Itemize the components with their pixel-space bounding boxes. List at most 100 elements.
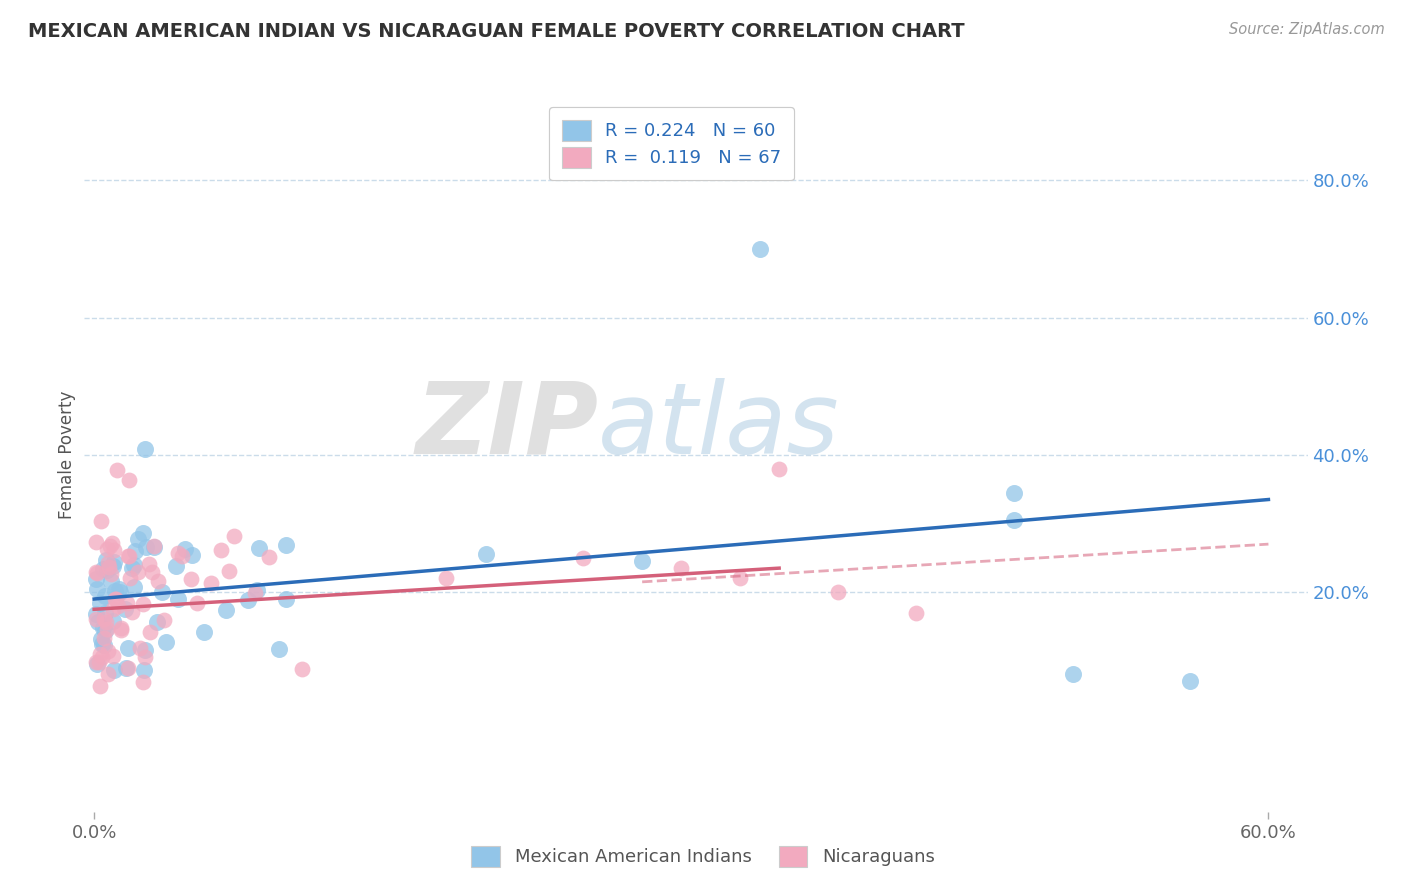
Point xyxy=(728,571,751,585)
Point xyxy=(150,584,173,599)
Point xyxy=(193,625,215,640)
Point xyxy=(97,559,120,574)
Text: atlas: atlas xyxy=(598,378,839,475)
Point xyxy=(134,442,156,456)
Point xyxy=(101,602,124,616)
Text: Source: ZipAtlas.com: Source: ZipAtlas.com xyxy=(1229,22,1385,37)
Point xyxy=(474,548,496,562)
Point xyxy=(180,572,202,586)
Point xyxy=(1178,674,1201,689)
Point xyxy=(827,585,849,599)
Point xyxy=(146,574,169,588)
Point xyxy=(134,643,156,657)
Point xyxy=(117,640,139,655)
Y-axis label: Female Poverty: Female Poverty xyxy=(58,391,76,519)
Point xyxy=(110,623,132,637)
Point xyxy=(94,624,117,639)
Point xyxy=(96,615,118,630)
Point xyxy=(142,540,165,554)
Point xyxy=(209,542,232,557)
Point xyxy=(768,461,790,475)
Point xyxy=(173,541,195,556)
Point xyxy=(96,623,118,637)
Text: ZIP: ZIP xyxy=(415,378,598,475)
Point xyxy=(132,598,155,612)
Point xyxy=(291,662,314,676)
Point xyxy=(236,593,259,607)
Point xyxy=(141,565,163,579)
Point xyxy=(146,615,169,629)
Point xyxy=(748,242,770,256)
Point xyxy=(87,615,110,629)
Point xyxy=(101,558,124,573)
Point xyxy=(121,560,143,574)
Point xyxy=(100,566,122,581)
Point xyxy=(93,621,115,635)
Point xyxy=(97,667,120,681)
Point xyxy=(108,585,131,599)
Point xyxy=(218,564,240,578)
Point xyxy=(91,637,114,651)
Point xyxy=(98,539,121,553)
Point xyxy=(114,602,136,616)
Point xyxy=(110,620,132,634)
Point xyxy=(103,555,125,569)
Point xyxy=(87,655,110,669)
Point xyxy=(115,596,138,610)
Legend: Mexican American Indians, Nicaraguans: Mexican American Indians, Nicaraguans xyxy=(464,838,942,874)
Point xyxy=(155,635,177,649)
Point xyxy=(117,661,139,675)
Point xyxy=(153,613,176,627)
Point xyxy=(215,603,238,617)
Point xyxy=(89,679,111,693)
Point xyxy=(274,591,297,606)
Point xyxy=(103,663,125,677)
Point xyxy=(105,463,128,477)
Point xyxy=(93,638,115,652)
Point xyxy=(94,589,117,603)
Point xyxy=(167,592,190,607)
Point xyxy=(96,563,118,577)
Point xyxy=(1002,485,1025,500)
Point xyxy=(129,641,152,656)
Point xyxy=(86,582,108,597)
Point xyxy=(436,571,458,585)
Point xyxy=(165,559,187,574)
Point xyxy=(84,566,107,580)
Point xyxy=(276,538,298,552)
Point xyxy=(103,543,125,558)
Point xyxy=(200,576,222,591)
Point xyxy=(100,536,122,550)
Point xyxy=(138,557,160,571)
Point xyxy=(84,572,107,586)
Point xyxy=(631,554,654,568)
Point xyxy=(118,473,141,487)
Point xyxy=(224,529,246,543)
Point xyxy=(96,542,118,557)
Point xyxy=(97,644,120,658)
Text: MEXICAN AMERICAN INDIAN VS NICARAGUAN FEMALE POVERTY CORRELATION CHART: MEXICAN AMERICAN INDIAN VS NICARAGUAN FE… xyxy=(28,22,965,41)
Point xyxy=(94,606,117,620)
Point xyxy=(172,549,194,564)
Point xyxy=(572,550,595,565)
Point xyxy=(181,548,204,562)
Point xyxy=(247,541,270,556)
Point xyxy=(121,605,143,619)
Point xyxy=(96,553,118,567)
Point xyxy=(135,540,157,554)
Point xyxy=(115,661,138,675)
Point xyxy=(89,647,111,661)
Point xyxy=(86,657,108,672)
Point xyxy=(101,614,124,628)
Point xyxy=(93,562,115,576)
Point xyxy=(257,550,280,565)
Point xyxy=(86,566,108,580)
Point xyxy=(134,649,156,664)
Point xyxy=(118,549,141,564)
Point xyxy=(1002,513,1025,527)
Point xyxy=(90,632,112,647)
Point xyxy=(905,606,928,620)
Point xyxy=(93,632,115,646)
Point xyxy=(142,539,165,553)
Point xyxy=(100,574,122,588)
